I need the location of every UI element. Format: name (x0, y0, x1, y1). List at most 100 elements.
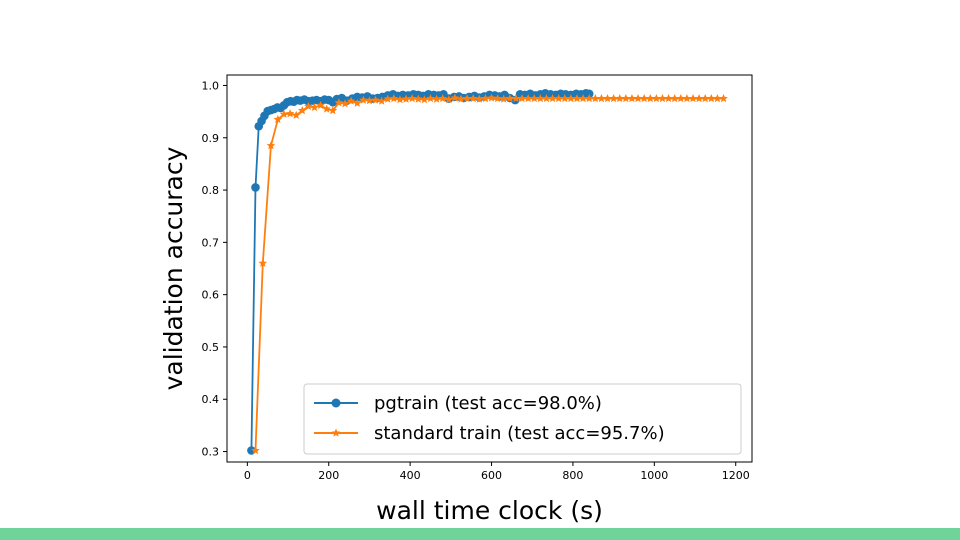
x-axis-ticks: 0 200 400 600 800 1000 1200 (244, 462, 750, 482)
data-point (499, 94, 509, 103)
data-point (481, 94, 490, 103)
data-point (346, 96, 356, 105)
y-tick-label: 0.7 (202, 236, 220, 249)
data-point (529, 94, 539, 103)
data-point (310, 102, 319, 112)
x-tick-label: 400 (400, 469, 421, 482)
y-tick-label: 1.0 (202, 79, 220, 92)
data-point (438, 94, 447, 103)
data-point (676, 94, 686, 103)
data-point (523, 94, 533, 103)
data-point (266, 141, 276, 150)
y-tick-label: 0.9 (202, 132, 220, 145)
data-point (456, 94, 466, 103)
legend-label: standard train (test acc=95.7%) (374, 423, 665, 444)
legend-label: pgtrain (test acc=98.0%) (374, 393, 602, 414)
data-point (273, 114, 283, 124)
data-point (542, 94, 551, 103)
data-point (603, 94, 612, 103)
data-point (633, 94, 643, 103)
data-point (719, 94, 728, 103)
data-point (359, 95, 368, 104)
series-layer (247, 89, 728, 455)
data-point (432, 94, 441, 103)
data-point (352, 98, 362, 107)
data-point (707, 94, 716, 103)
data-point (304, 101, 313, 111)
x-tick-label: 1200 (722, 469, 750, 482)
data-point (645, 94, 655, 103)
data-point (597, 94, 606, 103)
data-point (291, 110, 301, 119)
data-point (584, 89, 594, 99)
data-point (548, 94, 557, 103)
data-point (517, 94, 527, 103)
data-point (377, 96, 386, 105)
data-point (591, 94, 600, 103)
data-point (371, 95, 380, 104)
data-point (670, 94, 679, 103)
data-point (505, 94, 515, 103)
data-point (688, 94, 698, 103)
data-point (621, 94, 631, 103)
data-point (615, 94, 625, 103)
data-point (407, 94, 417, 103)
data-point (450, 93, 460, 102)
data-point (395, 95, 405, 104)
data-point (251, 183, 260, 192)
data-point (420, 95, 429, 104)
y-axis-label: validation accuracy (159, 146, 188, 390)
data-point (389, 94, 399, 103)
data-point (627, 94, 637, 103)
series-1 (251, 93, 728, 455)
x-tick-label: 600 (481, 469, 502, 482)
data-point (258, 258, 268, 267)
data-point (700, 94, 710, 103)
plot-frame (226, 74, 753, 463)
data-point (444, 95, 454, 104)
data-point (298, 106, 307, 115)
data-point (658, 94, 667, 103)
data-point (462, 94, 472, 103)
legend: pgtrain (test acc=98.0%) standard train (… (303, 383, 742, 455)
data-point (639, 94, 649, 103)
data-point (328, 106, 338, 115)
data-point (285, 109, 295, 118)
data-point (560, 94, 570, 103)
data-point (652, 94, 661, 103)
x-tick-label: 0 (244, 469, 251, 482)
x-tick-label: 1000 (640, 469, 668, 482)
data-point (475, 94, 484, 103)
y-axis-ticks: 0.3 0.4 0.5 0.6 0.7 0.8 0.9 1.0 (202, 79, 227, 459)
data-point (468, 94, 478, 103)
data-point (426, 94, 435, 103)
data-point (401, 94, 411, 103)
data-point (279, 109, 289, 118)
y-tick-label: 0.6 (202, 289, 220, 302)
data-point (682, 94, 692, 103)
data-point (383, 94, 393, 103)
data-point (365, 96, 374, 105)
y-tick-label: 0.8 (202, 184, 220, 197)
y-tick-label: 0.4 (202, 393, 220, 406)
data-point (609, 94, 618, 103)
data-point (511, 94, 521, 103)
data-point (554, 94, 563, 103)
y-tick-label: 0.3 (202, 446, 220, 459)
data-point (487, 93, 496, 102)
data-point (578, 94, 588, 103)
data-point (322, 104, 331, 113)
data-point (664, 94, 673, 103)
data-point (493, 94, 502, 103)
data-point (334, 98, 344, 107)
data-point (251, 445, 260, 455)
data-point (316, 100, 325, 109)
data-point (414, 94, 423, 103)
data-point (340, 99, 350, 108)
legend-items: pgtrain (test acc=98.0%) standard train (… (314, 393, 665, 444)
data-point (566, 94, 576, 103)
data-point (536, 94, 545, 103)
x-axis-label: wall time clock (s) (376, 496, 603, 525)
x-tick-label: 200 (318, 469, 339, 482)
